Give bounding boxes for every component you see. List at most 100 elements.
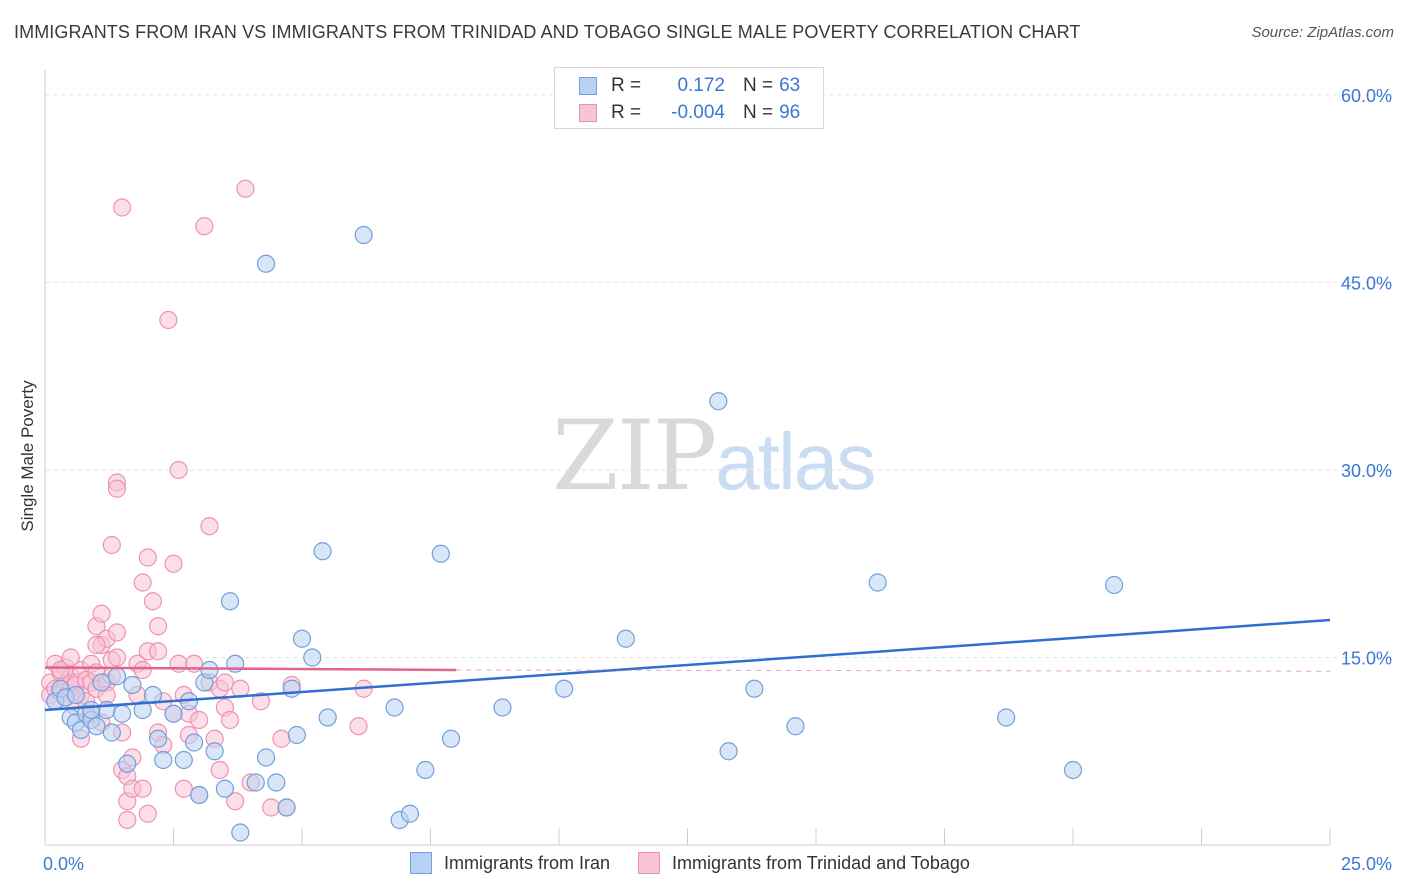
legend-swatch-iran <box>410 852 432 874</box>
point-trinidad-tobago <box>138 548 157 567</box>
point-iran <box>184 733 204 752</box>
n-value-trinidad-tobago: 96 <box>779 102 801 123</box>
point-trinidad-tobago <box>184 654 204 673</box>
point-iran <box>277 798 296 817</box>
point-iran <box>385 698 404 717</box>
correlation-legend: R = 0.172 N = 63 R = -0.004 N = 96 <box>554 67 824 129</box>
trend-line-trinidad-tobago <box>44 666 457 672</box>
point-iran <box>287 725 306 745</box>
point-trinidad-tobago <box>107 623 127 642</box>
r-label: R = <box>611 102 642 123</box>
point-iran <box>282 679 301 698</box>
point-iran <box>267 773 286 792</box>
point-iran <box>164 704 183 723</box>
n-value-iran: 63 <box>779 75 801 96</box>
n-label: N = <box>743 102 774 123</box>
point-iran <box>66 685 85 705</box>
point-trinidad-tobago <box>133 779 152 798</box>
legend-swatch-iran <box>579 77 597 95</box>
series-legend: Immigrants from Iran Immigrants from Tri… <box>410 852 998 874</box>
point-iran <box>123 675 142 695</box>
legend-row-iran: R = 0.172 N = 63 <box>579 74 800 98</box>
point-trinidad-tobago <box>174 779 193 798</box>
point-iran <box>616 629 635 648</box>
r-label: R = <box>611 75 642 96</box>
point-trinidad-tobago <box>148 617 168 636</box>
watermark: ZIPatlas <box>552 400 876 512</box>
point-trinidad-tobago <box>251 692 270 711</box>
point-iran <box>256 254 276 273</box>
point-trinidad-tobago <box>200 517 219 536</box>
point-trinidad-tobago <box>61 648 80 667</box>
point-iran <box>997 708 1016 727</box>
point-iran <box>868 573 887 592</box>
point-iran <box>148 729 168 748</box>
point-trinidad-tobago <box>226 792 245 811</box>
point-trinidad-tobago <box>133 573 152 592</box>
point-trinidad-tobago <box>112 198 132 217</box>
point-iran <box>174 750 193 770</box>
iran-points <box>46 225 1124 842</box>
point-trinidad-tobago <box>215 673 234 692</box>
legend-swatch-trinidad-tobago <box>638 852 661 874</box>
point-iran <box>416 760 435 780</box>
watermark-zip: ZIP <box>552 400 717 512</box>
source-label: Source: ZipAtlas.com <box>1251 24 1394 41</box>
legend-item-trinidad-tobago[interactable]: Immigrants from Trinidad and Tobago <box>638 852 970 874</box>
point-iran <box>709 392 728 411</box>
point-trinidad-tobago <box>169 460 188 480</box>
point-trinidad-tobago <box>102 535 121 555</box>
point-trinidad-tobago <box>349 717 368 736</box>
point-iran <box>292 629 312 648</box>
y-tick-label: 30.0% <box>1341 461 1392 481</box>
legend-row-trinidad-tobago: R = -0.004 N = 96 <box>579 101 800 125</box>
point-iran <box>719 742 738 761</box>
point-trinidad-tobago <box>51 660 70 680</box>
y-tick-label: 60.0% <box>1341 86 1392 106</box>
legend-label-iran: Immigrants from Iran <box>444 852 611 873</box>
point-trinidad-tobago <box>138 804 157 823</box>
point-trinidad-tobago <box>190 710 209 730</box>
point-trinidad-tobago <box>169 654 188 673</box>
point-iran <box>154 750 173 770</box>
point-trinidad-tobago <box>210 760 229 780</box>
trend-line-iran <box>44 618 1331 712</box>
point-iran <box>102 723 121 742</box>
point-iran <box>318 708 337 727</box>
point-iran <box>786 717 805 736</box>
point-trinidad-tobago <box>92 604 111 623</box>
gridlines <box>45 94 1392 658</box>
point-iran <box>313 542 332 561</box>
point-iran <box>190 785 209 805</box>
point-trinidad-tobago <box>159 310 178 330</box>
axes <box>44 70 1331 846</box>
tick-labels: 15.0% 30.0% 45.0% 60.0% 0.0% 25.0% <box>43 86 1392 874</box>
legend-item-iran[interactable]: Immigrants from Iran <box>410 852 610 874</box>
point-iran <box>92 673 111 692</box>
point-trinidad-tobago <box>220 710 240 730</box>
point-iran <box>246 773 265 792</box>
r-value-trinidad-tobago: -0.004 <box>671 102 725 123</box>
y-tick-label: 15.0% <box>1341 649 1392 669</box>
point-trinidad-tobago <box>164 554 183 573</box>
point-iran <box>200 660 219 680</box>
point-trinidad-tobago <box>107 648 127 667</box>
point-iran <box>493 698 512 717</box>
legend-label-trinidad-tobago: Immigrants from Trinidad and Tobago <box>672 852 970 873</box>
chart-title: IMMIGRANTS FROM IRAN VS IMMIGRANTS FROM … <box>14 22 1081 42</box>
point-iran <box>303 648 322 667</box>
point-iran <box>354 225 373 245</box>
point-iran <box>118 754 137 773</box>
point-iran <box>220 592 240 611</box>
point-iran <box>82 700 101 720</box>
point-trinidad-tobago <box>143 592 163 611</box>
point-iran <box>256 748 276 767</box>
point-iran <box>231 823 250 842</box>
point-trinidad-tobago <box>195 217 214 236</box>
trend-lines <box>44 618 1331 712</box>
r-value-iran: 0.172 <box>677 75 725 96</box>
watermark-atlas: atlas <box>715 417 876 506</box>
point-iran <box>107 667 127 686</box>
point-trinidad-tobago <box>262 798 281 817</box>
